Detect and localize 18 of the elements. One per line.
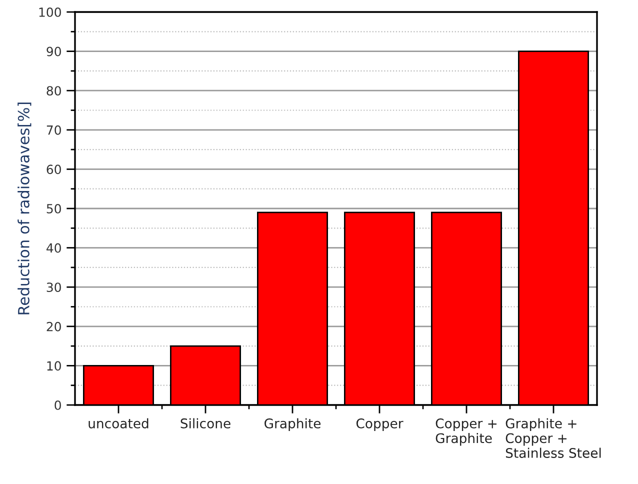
- y-tick-label: 10: [47, 361, 61, 371]
- y-tick-label: 70: [46, 125, 61, 135]
- y-axis-title: Reduction of radiowaves[%]: [18, 102, 32, 314]
- x-tick-label: uncoated: [88, 418, 148, 428]
- x-tick-label: Silicone: [180, 418, 230, 428]
- x-tick-label: Copper + Graphite: [436, 418, 497, 446]
- y-tick-label: 0: [54, 400, 61, 410]
- y-tick-label: 20: [46, 322, 61, 332]
- x-tick-label: Copper: [356, 418, 404, 431]
- x-tick-label: Graphite: [264, 418, 321, 431]
- y-tick-label: 50: [46, 204, 61, 214]
- y-tick-label: 100: [39, 7, 61, 17]
- y-tick-label: 60: [46, 164, 61, 174]
- x-tick-label: Graphite + Copper + Stainless Steel: [506, 418, 601, 458]
- y-tick-label: 30: [46, 282, 61, 292]
- y-tick-label: 90: [46, 46, 61, 56]
- y-tick-label: 40: [46, 243, 61, 253]
- y-tick-label: 80: [46, 86, 61, 96]
